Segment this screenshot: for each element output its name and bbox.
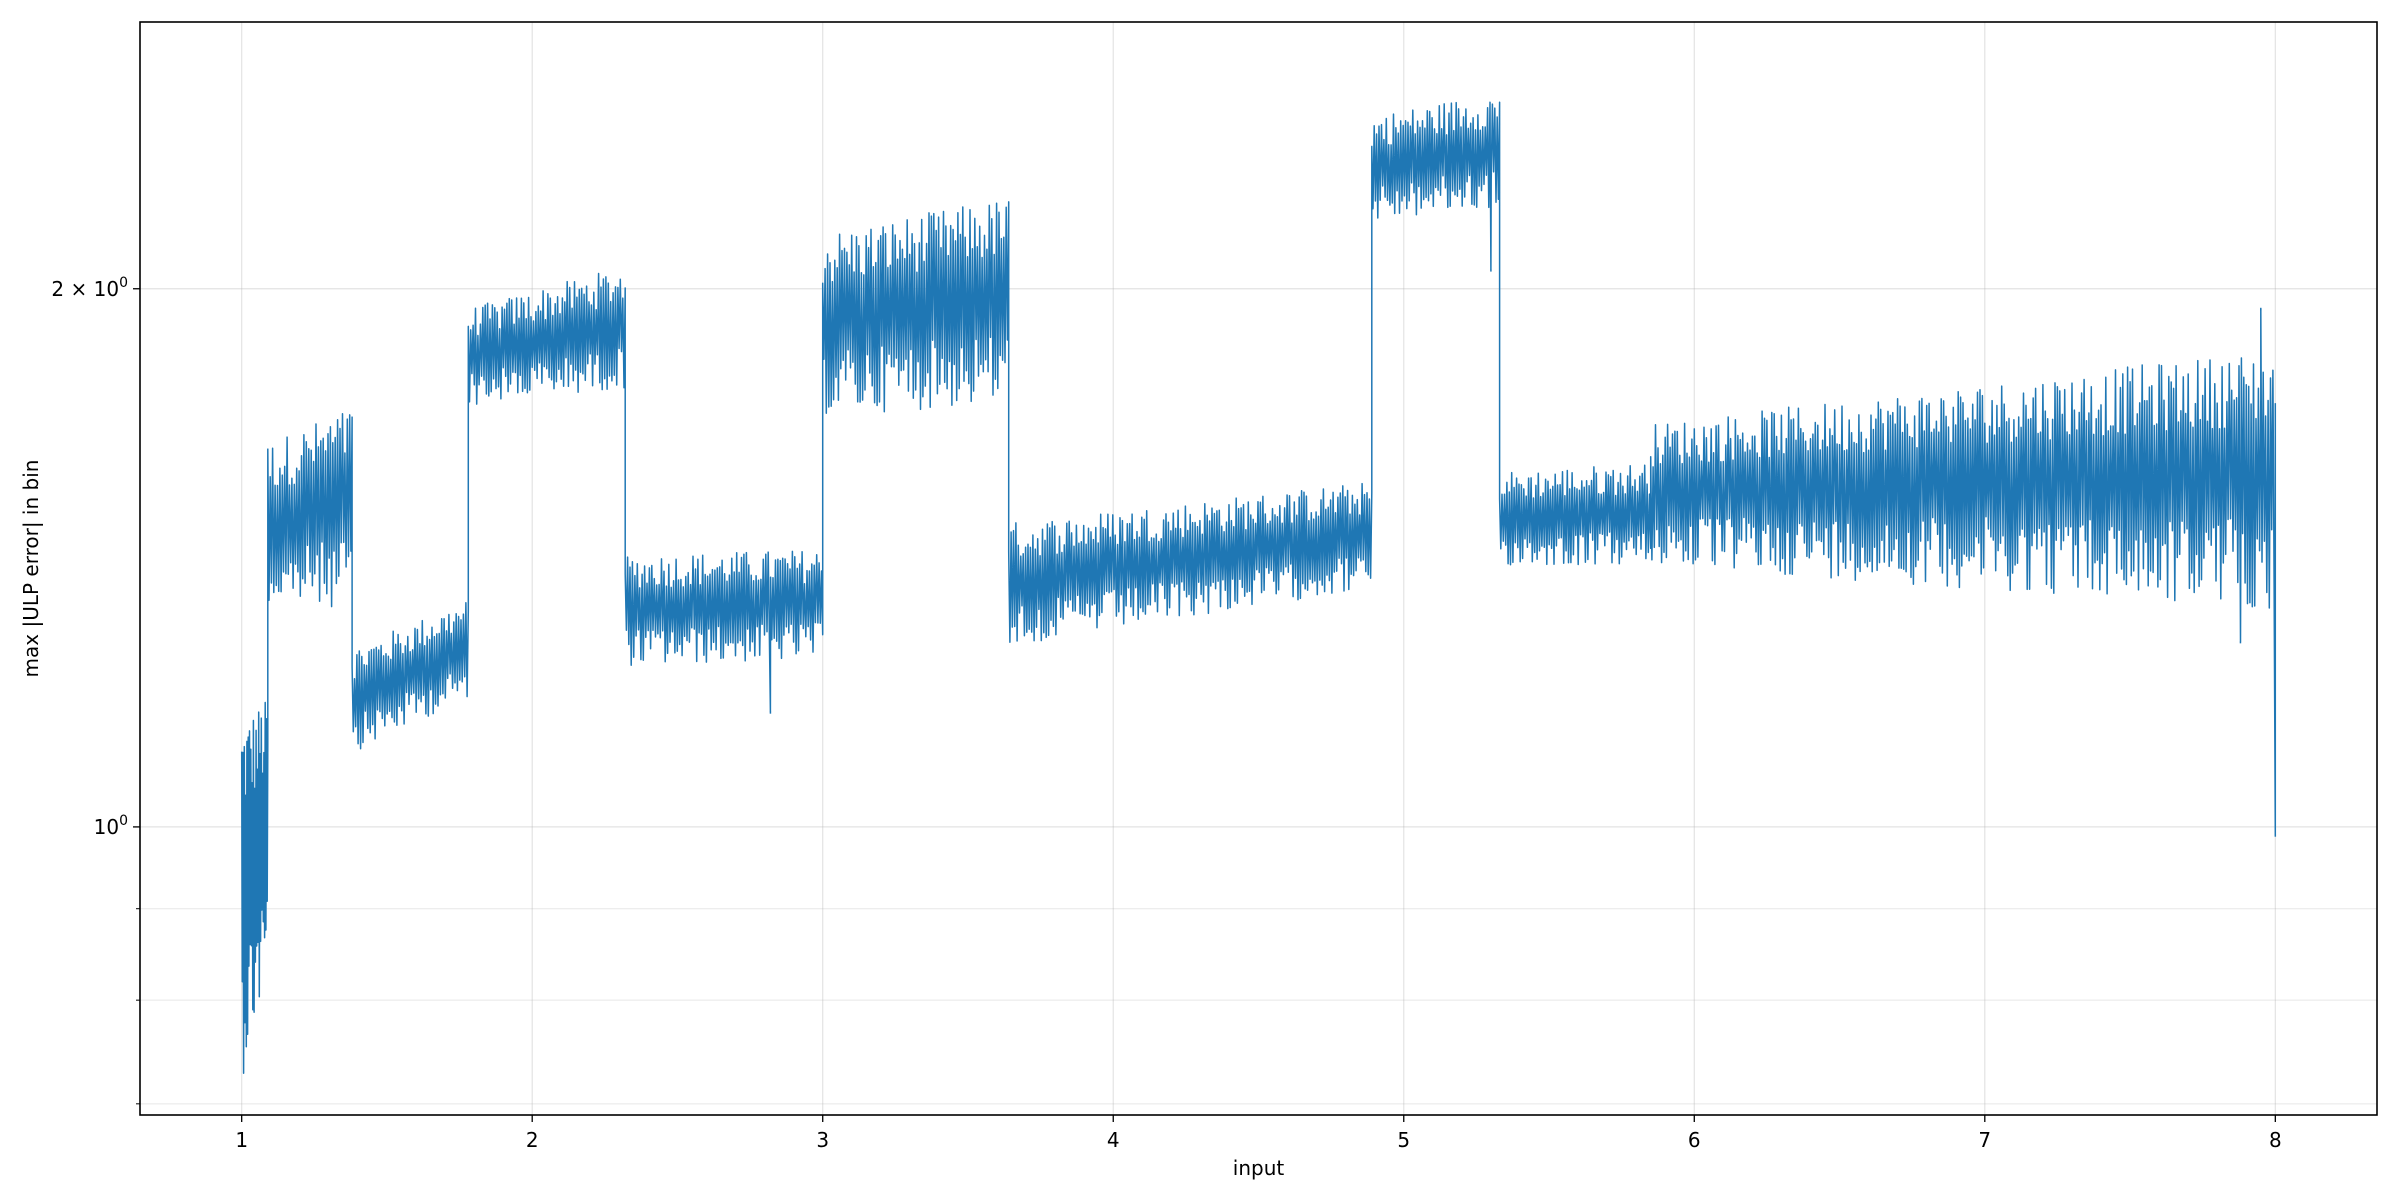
- y-tick-label: 2 × 100: [51, 275, 128, 301]
- y-tick-label-base: 10: [94, 815, 119, 839]
- series-line: [240, 101, 2277, 1075]
- x-tick-label: 6: [1688, 1128, 1701, 1152]
- x-tick-label: 7: [1978, 1128, 1991, 1152]
- x-axis-label: input: [1233, 1156, 1285, 1180]
- x-tick-label: 4: [1107, 1128, 1120, 1152]
- plot-frame: [139, 21, 2378, 1116]
- y-tick-label-exponent: 0: [119, 813, 128, 829]
- x-tick-label: 1: [235, 1128, 248, 1152]
- y-tick-label-exponent: 0: [119, 275, 128, 291]
- y-tick-label-base: 2 × 10: [51, 277, 119, 301]
- x-tick-label: 8: [2269, 1128, 2282, 1152]
- data-layer: [240, 101, 2277, 1075]
- x-tick-label: 3: [816, 1128, 829, 1152]
- x-tick-label: 5: [1397, 1128, 1410, 1152]
- x-axis: 1 2 3 4 5 6 7 8: [235, 1115, 2282, 1152]
- y-axis-label: max |ULP error| in bin: [19, 460, 43, 678]
- x-tick-label: 2: [526, 1128, 539, 1152]
- y-tick-label: 100: [94, 813, 128, 839]
